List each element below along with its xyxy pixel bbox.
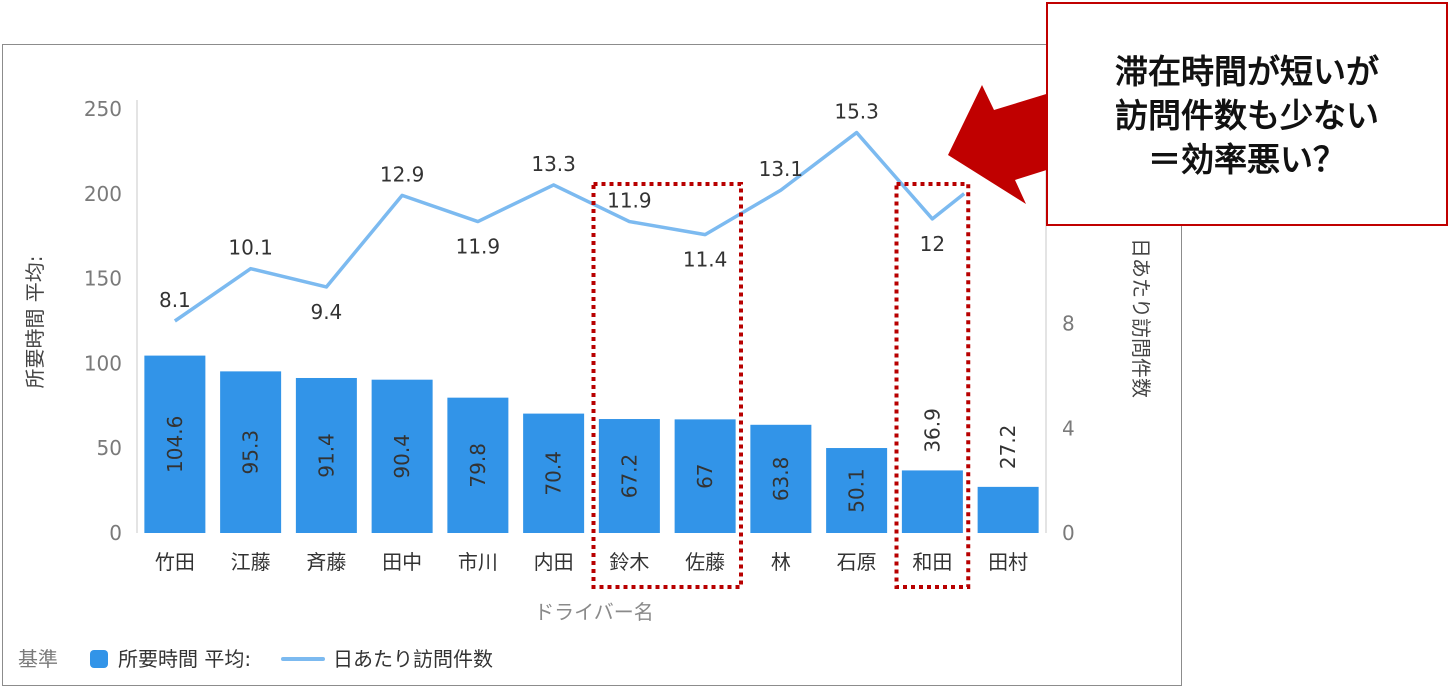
y2-tick-label: 8 [1062, 312, 1075, 336]
line-data-label: 11.4 [683, 248, 728, 272]
y2-axis-title: 日あたり訪問件数 [1129, 238, 1153, 398]
line-data-label: 8.1 [159, 288, 191, 312]
legend-bar-swatch [90, 650, 108, 668]
legend: 基準 所要時間 平均: 日あたり訪問件数 [18, 647, 493, 671]
line-data-label: 13.1 [759, 157, 804, 181]
x-tick-label: 石原 [837, 550, 877, 574]
x-tick-label: 江藤 [231, 550, 271, 574]
bar [371, 379, 433, 533]
bar-data-label: 70.4 [542, 451, 566, 496]
y-tick-label: 200 [84, 182, 122, 206]
y-axis-title: 所要時間 平均: [23, 255, 47, 388]
bar-data-label: 79.8 [466, 443, 490, 488]
y-tick-label: 100 [84, 351, 122, 375]
bar-data-label: 36.9 [920, 408, 944, 453]
callout-box [1046, 2, 1448, 226]
x-tick-label: 佐藤 [685, 550, 725, 574]
line-data-label: 15.3 [834, 100, 879, 124]
legend-title: 基準 [18, 647, 58, 671]
highlight-layer [591, 182, 971, 589]
highlight-box [591, 182, 743, 589]
bar [598, 419, 660, 533]
axes-layer: 0 50 100 150 200 250 0 4 8 竹田 江藤 斉藤 田中 市川 内田 鈴木 佐藤 林 石原 和田 田… [84, 97, 1075, 574]
bars-layer [144, 355, 1039, 533]
bar [295, 377, 357, 533]
x-axis-title: ドライバー名 [534, 600, 654, 624]
line-data-label: 11.9 [456, 235, 501, 259]
callout-line-3: ＝効率悪い？ [1148, 140, 1346, 179]
bar [977, 486, 1039, 533]
bar [447, 397, 509, 533]
callout: 滞在時間が短いが 訪問件数も少ない ＝効率悪い？ [948, 2, 1448, 226]
bar-data-label: 50.1 [845, 468, 869, 513]
line-data-label: 10.1 [228, 236, 273, 260]
legend-line-label: 日あたり訪問件数 [333, 647, 493, 671]
bar-data-label: 27.2 [996, 425, 1020, 470]
x-tick-label: 和田 [912, 550, 952, 574]
x-tick-label: 斉藤 [306, 550, 346, 574]
line-data-label: 12 [920, 232, 945, 256]
y-tick-label: 50 [97, 436, 122, 460]
x-tick-label: 田村 [988, 550, 1028, 574]
bar-data-label: 67 [693, 463, 717, 488]
line-data-label: 13.3 [531, 152, 576, 176]
bar [674, 419, 736, 533]
bar-data-label: 90.4 [390, 434, 414, 479]
y2-tick-label: 0 [1062, 521, 1075, 545]
y2-tick-label: 4 [1062, 416, 1075, 440]
bar-data-label: 104.6 [163, 416, 187, 473]
line-data-label: 12.9 [380, 162, 425, 186]
x-tick-label: 林 [771, 550, 791, 574]
bar-data-label: 63.8 [769, 457, 793, 502]
bar [826, 448, 888, 533]
y-tick-label: 150 [84, 267, 122, 291]
y-tick-label: 0 [109, 521, 122, 545]
x-tick-label: 内田 [534, 550, 574, 574]
x-tick-label: 鈴木 [609, 550, 649, 574]
labels-layer: 104.6 95.3 91.4 90.4 79.8 70.4 67.2 67 63.8 50.1 3… [159, 100, 1020, 513]
bar-data-label: 95.3 [239, 430, 263, 475]
legend-bar-label: 所要時間 平均: [118, 647, 251, 671]
bar [750, 424, 812, 533]
bar-data-label: 91.4 [314, 433, 338, 478]
x-tick-label: 田中 [382, 550, 422, 574]
callout-line-2: 訪問件数も少ない [1115, 96, 1379, 135]
highlight-box [894, 182, 971, 589]
bar [901, 470, 963, 533]
bar-data-label: 67.2 [617, 454, 641, 499]
callout-line-1: 滞在時間が短いが [1115, 52, 1379, 91]
bar [220, 371, 282, 533]
y-tick-label: 250 [84, 97, 122, 121]
line-data-label: 9.4 [310, 300, 342, 324]
x-tick-label: 市川 [458, 550, 498, 574]
line-data-label: 11.9 [607, 189, 652, 213]
bar [523, 413, 585, 533]
x-tick-label: 竹田 [155, 550, 195, 574]
bar [144, 355, 206, 533]
